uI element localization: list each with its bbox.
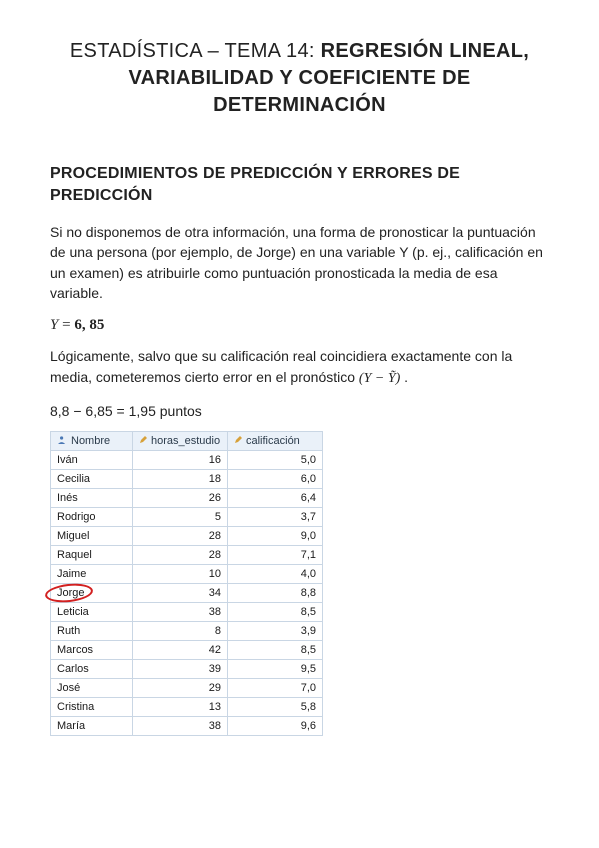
cell-name: Ruth [51,622,133,641]
cell-hours: 38 [133,603,228,622]
cell-name: Iván [51,451,133,470]
cell-name: Cristina [51,698,133,717]
cell-grade: 8,5 [228,641,323,660]
cell-hours: 39 [133,660,228,679]
title-line-1: REGRESIÓN LINEAL, [321,40,529,62]
para2-text-a: Lógicamente, salvo que su calificación r… [50,348,512,384]
pencil-icon [234,435,243,447]
col-header-hours: horas_estudio [133,431,228,450]
calc-line: 8,8 − 6,85 = 1,95 puntos [50,403,549,419]
cell-grade: 3,7 [228,508,323,527]
cell-name: Leticia [51,603,133,622]
table-body: Iván165,0Cecilia186,0Inés266,4Rodrigo53,… [51,451,323,736]
paragraph-1: Si no disponemos de otra información, un… [50,222,549,303]
cell-hours: 16 [133,451,228,470]
cell-grade: 6,0 [228,470,323,489]
name-icon [57,435,68,447]
table-row: Rodrigo53,7 [51,508,323,527]
cell-name: Carlos [51,660,133,679]
cell-hours: 8 [133,622,228,641]
table-row: Iván165,0 [51,451,323,470]
cell-hours: 13 [133,698,228,717]
cell-grade: 9,6 [228,717,323,736]
cell-grade: 3,9 [228,622,323,641]
cell-hours: 26 [133,489,228,508]
page-title: ESTADÍSTICA – TEMA 14: REGRESIÓN LINEAL,… [50,38,549,119]
table-row: Jaime104,0 [51,565,323,584]
col-header-name: Nombre [51,431,133,450]
cell-grade: 5,8 [228,698,323,717]
table-row: Miguel289,0 [51,527,323,546]
pencil-icon [139,435,148,447]
cell-grade: 6,4 [228,489,323,508]
cell-hours: 28 [133,546,228,565]
cell-grade: 8,5 [228,603,323,622]
table-row: Marcos428,5 [51,641,323,660]
title-line-2: VARIABILIDAD Y COEFICIENTE DE [128,67,470,89]
cell-name: Jorge [51,584,133,603]
cell-hours: 42 [133,641,228,660]
cell-hours: 10 [133,565,228,584]
title-prefix: ESTADÍSTICA – TEMA 14: [70,40,321,62]
paragraph-2: Lógicamente, salvo que su calificación r… [50,346,549,389]
cell-grade: 9,0 [228,527,323,546]
cell-name: Rodrigo [51,508,133,527]
cell-grade: 5,0 [228,451,323,470]
cell-name: Jaime [51,565,133,584]
cell-name: Inés [51,489,133,508]
formula-equals: = [58,317,74,333]
cell-name: Raquel [51,546,133,565]
cell-name: María [51,717,133,736]
cell-grade: 4,0 [228,565,323,584]
data-table: Nombre horas_estudio calificación Iván16… [50,431,323,736]
formula-mean: Y = 6, 85 [50,317,549,334]
table-row: José297,0 [51,679,323,698]
cell-name: Cecilia [51,470,133,489]
cell-grade: 9,5 [228,660,323,679]
table-row: Ruth83,9 [51,622,323,641]
col-header-grade: calificación [228,431,323,450]
table-row: María389,6 [51,717,323,736]
table-header-row: Nombre horas_estudio calificación [51,431,323,450]
table-row: Jorge348,8 [51,584,323,603]
table-row: Carlos399,5 [51,660,323,679]
section-heading: PROCEDIMIENTOS DE PREDICCIÓN Y ERRORES D… [50,163,549,206]
col-header-grade-label: calificación [246,435,300,447]
cell-hours: 34 [133,584,228,603]
table-row: Inés266,4 [51,489,323,508]
cell-name: Marcos [51,641,133,660]
cell-hours: 29 [133,679,228,698]
formula-value: 6, 85 [74,317,104,333]
cell-hours: 38 [133,717,228,736]
col-header-hours-label: horas_estudio [151,435,220,447]
data-table-wrapper: Nombre horas_estudio calificación Iván16… [50,431,370,736]
col-header-name-label: Nombre [71,435,110,447]
title-line-3: DETERMINACIÓN [213,94,386,116]
table-row: Cristina135,8 [51,698,323,717]
table-row: Leticia388,5 [51,603,323,622]
cell-hours: 18 [133,470,228,489]
cell-hours: 5 [133,508,228,527]
para2-math: (Y − Ỹ) [359,371,400,386]
para2-text-b: . [400,369,408,385]
cell-grade: 8,8 [228,584,323,603]
table-row: Cecilia186,0 [51,470,323,489]
cell-grade: 7,0 [228,679,323,698]
table-row: Raquel287,1 [51,546,323,565]
cell-grade: 7,1 [228,546,323,565]
cell-name: José [51,679,133,698]
cell-hours: 28 [133,527,228,546]
cell-name: Miguel [51,527,133,546]
